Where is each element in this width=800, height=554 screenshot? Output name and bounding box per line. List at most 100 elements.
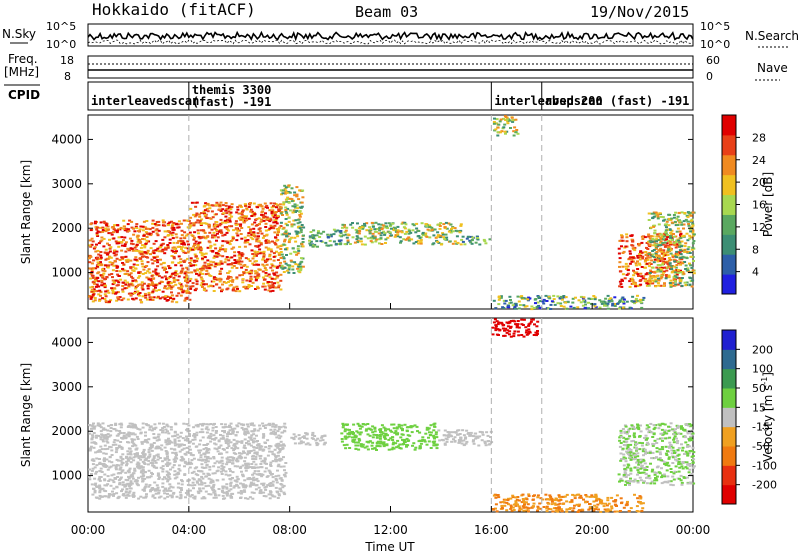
range-cell	[691, 242, 695, 245]
range-cell	[663, 252, 667, 255]
range-cell	[104, 300, 108, 303]
range-cell	[183, 473, 187, 476]
range-cell	[240, 227, 244, 229]
range-cell	[656, 270, 660, 273]
range-cell	[459, 243, 463, 246]
range-cell	[504, 119, 508, 121]
range-cell	[144, 251, 148, 254]
range-cell	[235, 260, 239, 263]
range-cell	[429, 424, 433, 427]
range-cell	[92, 247, 96, 250]
range-cell	[648, 277, 652, 280]
range-cell	[221, 248, 225, 251]
range-cell	[654, 214, 658, 217]
range-cell	[144, 439, 148, 441]
range-cell	[171, 237, 175, 240]
range-cell	[88, 468, 92, 471]
range-cell	[657, 223, 661, 226]
range-cell	[235, 285, 239, 288]
range-cell	[180, 222, 183, 225]
range-cell	[130, 441, 134, 444]
range-cell	[229, 470, 232, 473]
range-cell	[157, 496, 161, 499]
range-cell	[198, 215, 202, 218]
range-cell	[660, 235, 664, 238]
range-cell	[683, 248, 687, 251]
range-cell	[202, 448, 206, 451]
range-cell	[300, 205, 304, 208]
range-cell	[382, 445, 386, 448]
range-cell	[131, 284, 135, 287]
range-cell	[290, 200, 294, 203]
range-cell	[139, 458, 143, 461]
range-cell	[252, 466, 256, 469]
range-cell	[277, 252, 281, 255]
range-cell	[218, 270, 222, 273]
range-cell	[170, 495, 174, 498]
range-cell	[284, 229, 288, 232]
range-cell	[396, 235, 400, 238]
range-cell	[295, 195, 299, 198]
range-cell	[188, 225, 192, 228]
range-cell	[91, 300, 95, 303]
range-cell	[660, 276, 664, 279]
range-cell	[439, 234, 443, 237]
range-cell	[111, 290, 115, 293]
range-cell	[102, 452, 106, 455]
range-cell	[384, 429, 387, 432]
range-cell	[659, 240, 663, 243]
range-cell	[206, 428, 210, 431]
range-cell	[251, 281, 255, 284]
range-cell	[108, 261, 112, 264]
range-cell	[348, 243, 352, 245]
range-cell	[644, 266, 647, 269]
range-cell	[109, 256, 113, 259]
range-cell	[279, 279, 283, 282]
range-cell	[109, 446, 113, 449]
range-cell	[221, 487, 225, 490]
range-cell	[369, 228, 373, 231]
range-cell	[571, 297, 575, 300]
range-cell	[407, 239, 411, 242]
range-cell	[150, 471, 153, 474]
range-cell	[691, 222, 695, 225]
range-cell	[655, 266, 659, 269]
range-cell	[94, 250, 98, 253]
range-cell	[96, 272, 100, 275]
range-cell	[192, 434, 195, 437]
range-cell	[138, 228, 142, 231]
range-cell	[224, 473, 228, 476]
range-cell	[283, 240, 286, 243]
range-cell	[194, 240, 198, 243]
colorbar-swatch	[722, 174, 736, 196]
range-cell	[268, 276, 272, 279]
range-cell	[98, 470, 102, 472]
range-cell	[109, 484, 113, 487]
range-cell	[679, 263, 682, 266]
range-cell	[144, 485, 148, 488]
range-cell	[133, 246, 137, 249]
range-cell	[284, 222, 288, 225]
range-cell	[652, 224, 655, 227]
range-cell	[251, 238, 255, 241]
range-cell	[107, 291, 111, 294]
range-cell	[449, 223, 453, 226]
range-cell	[129, 461, 133, 464]
range-cell	[131, 493, 135, 496]
range-cell	[236, 229, 240, 232]
range-cell	[186, 490, 190, 493]
range-cell	[300, 201, 304, 204]
range-cell	[686, 267, 690, 270]
range-cell	[639, 272, 643, 275]
range-cell	[692, 260, 695, 262]
range-cell	[259, 492, 263, 495]
range-cell	[243, 245, 247, 248]
range-cell	[136, 234, 140, 237]
range-cell	[287, 271, 291, 274]
range-cell	[315, 234, 319, 237]
range-cell	[286, 264, 290, 267]
range-cell	[366, 433, 370, 436]
range-cell	[148, 453, 152, 456]
range-cell	[274, 444, 278, 447]
range-cell	[264, 239, 268, 242]
